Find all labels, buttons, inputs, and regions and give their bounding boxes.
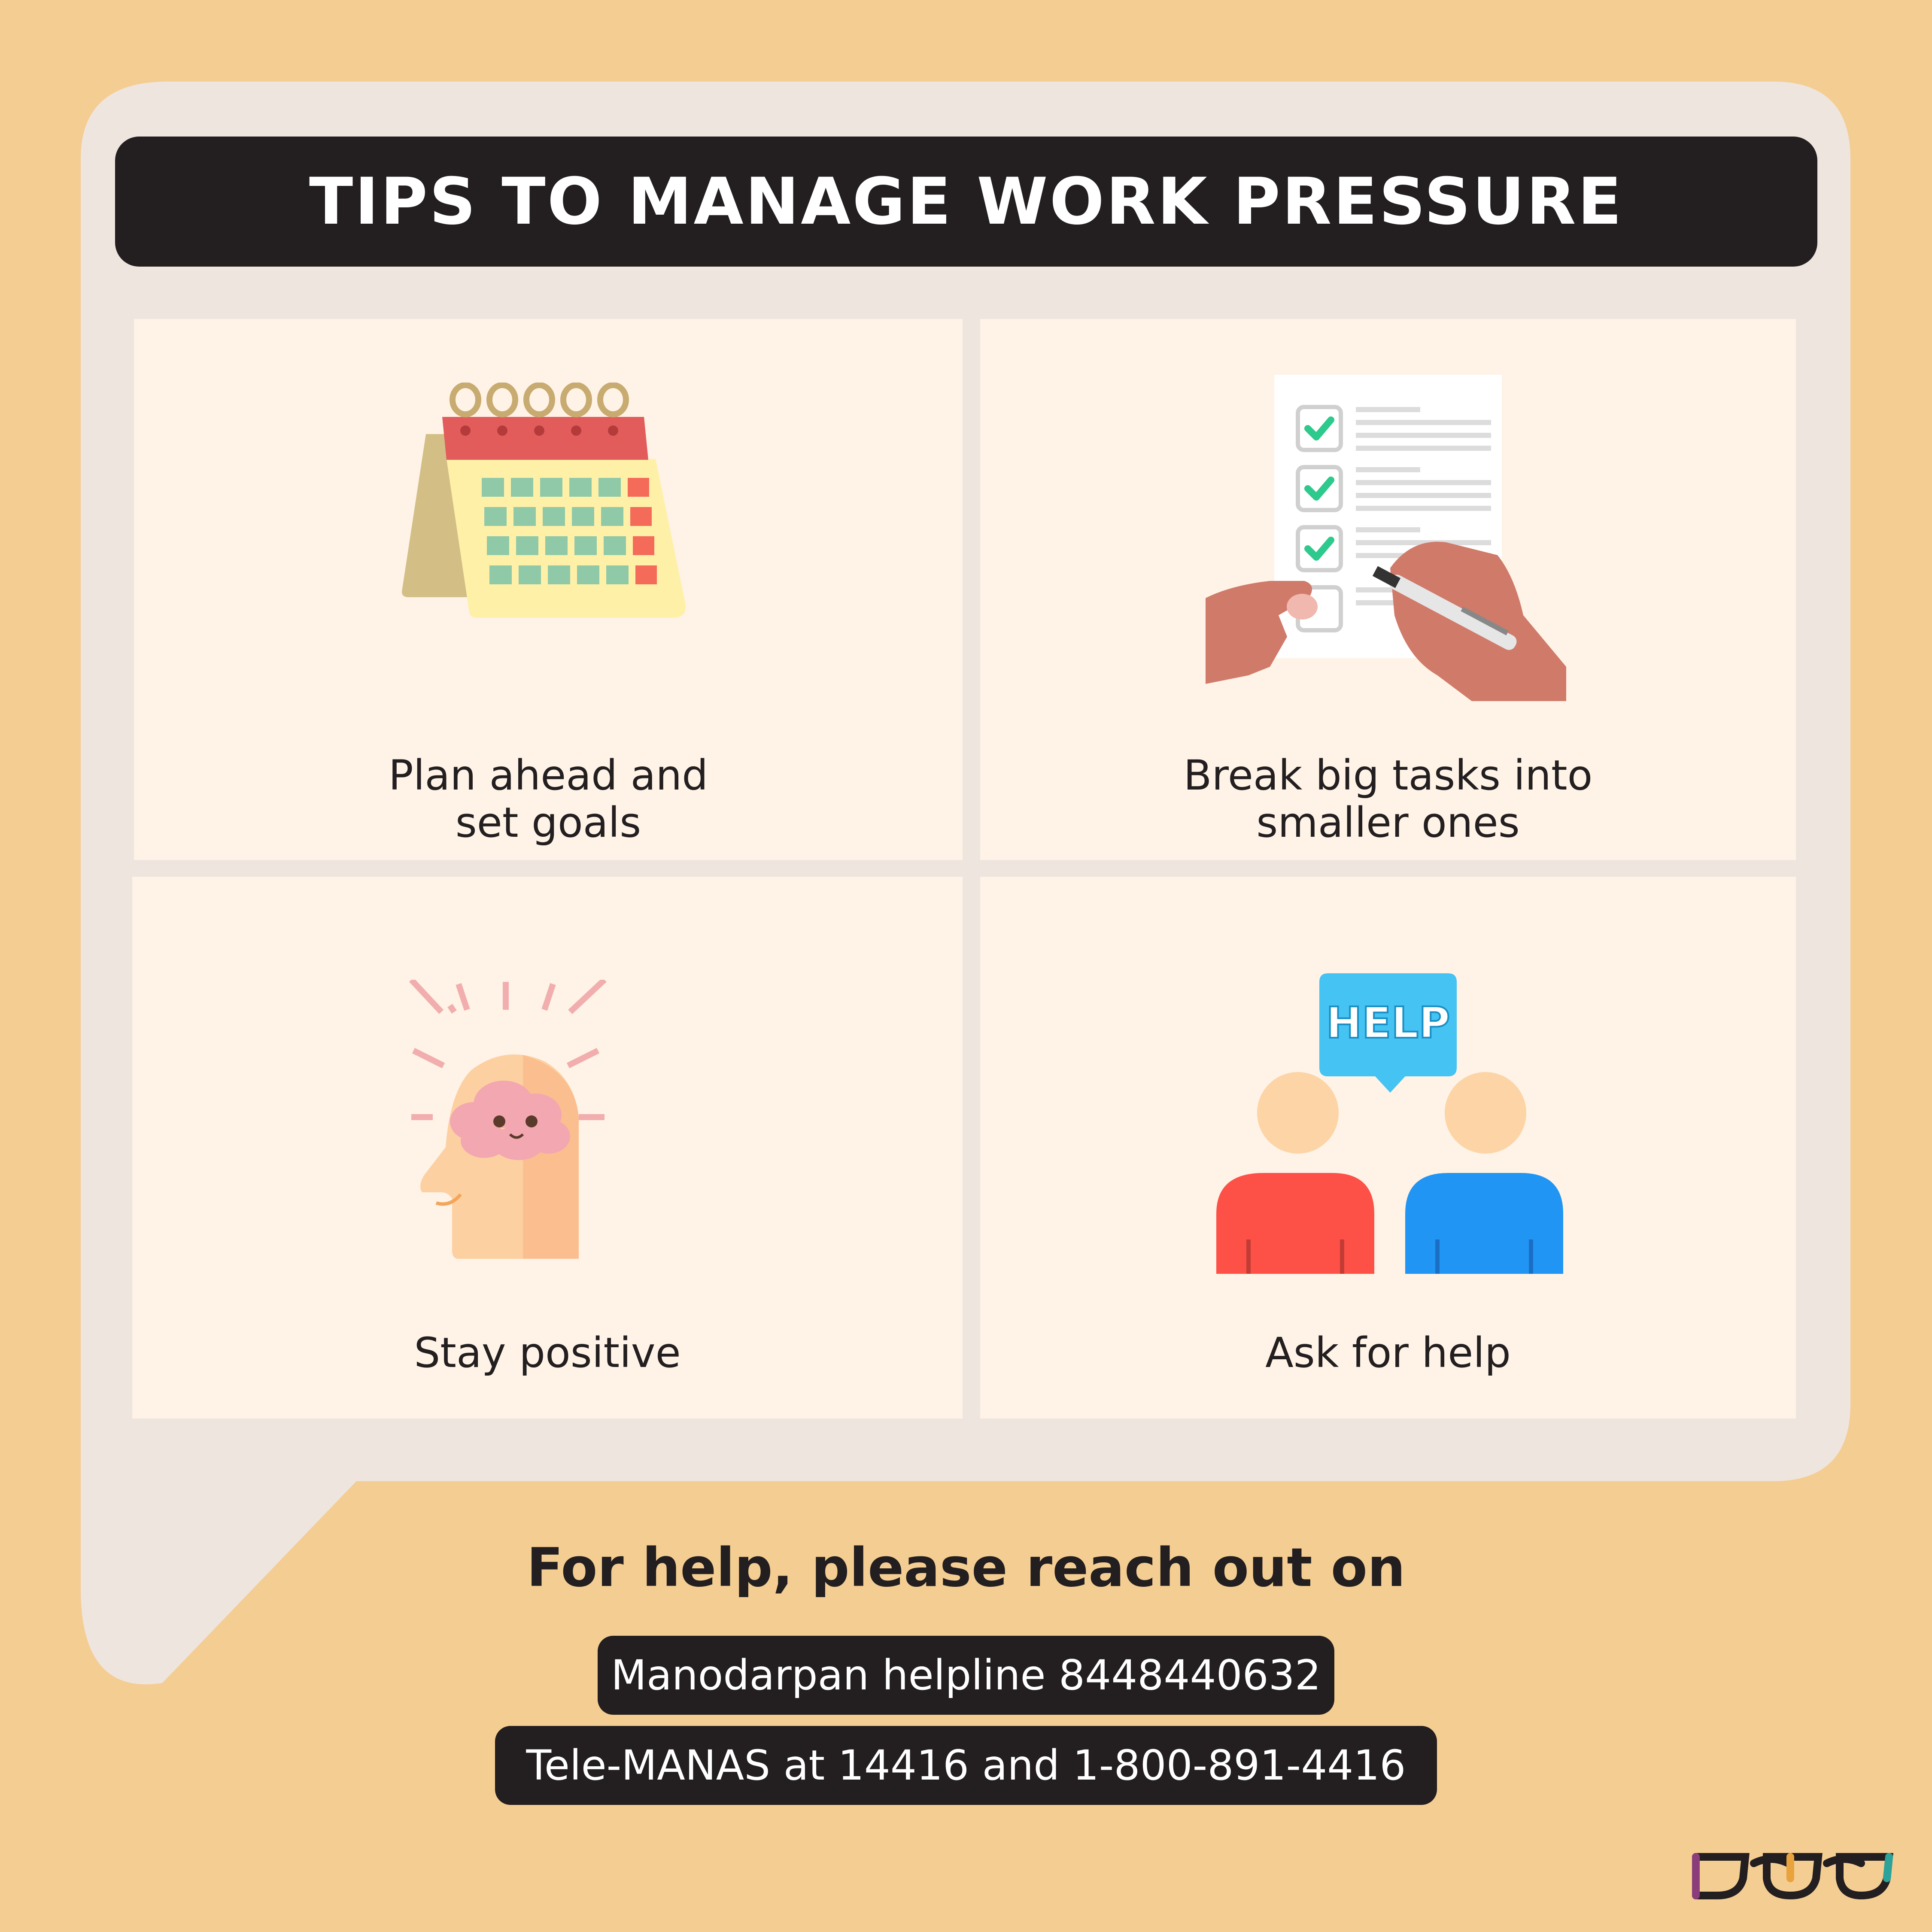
calendar-icon bbox=[402, 383, 686, 618]
checklist-icon bbox=[1206, 375, 1566, 701]
manodarpan-helpline: Manodarpan helpline 8448440632 bbox=[598, 1636, 1334, 1715]
help-badge-text: HELP bbox=[1326, 998, 1450, 1048]
page-title: TIPS TO MANAGE WORK PRESSURE bbox=[309, 164, 1624, 239]
tip-caption-line1: Break big tasks into bbox=[1183, 751, 1593, 799]
tip-card-ask-help: HELP Ask for help bbox=[980, 877, 1796, 1419]
title-bar: TIPS TO MANAGE WORK PRESSURE bbox=[115, 137, 1817, 267]
tip-caption: Stay positive bbox=[414, 1329, 681, 1377]
tele-manas-helpline: Tele-MANAS at 14416 and 1-800-891-4416 bbox=[495, 1726, 1437, 1805]
help-people-icon: HELP bbox=[1216, 973, 1563, 1274]
help-heading: For help, please reach out on bbox=[526, 1537, 1406, 1599]
tip-caption-line2: set goals bbox=[455, 799, 641, 847]
tip-caption: Break big tasks into smaller ones bbox=[980, 752, 1796, 846]
tip-card-break-tasks: Break big tasks into smaller ones bbox=[980, 319, 1796, 860]
glasses-logo-icon bbox=[1692, 1853, 1893, 1900]
tip-card-stay-positive: Stay positive bbox=[132, 877, 963, 1419]
tip-caption-line1: Plan ahead and bbox=[388, 751, 708, 799]
tip-card-plan: Plan ahead and set goals bbox=[134, 319, 963, 860]
positive-mind-icon bbox=[409, 980, 607, 1259]
tip-caption: Plan ahead and set goals bbox=[134, 752, 963, 846]
tip-caption-line2: smaller ones bbox=[1256, 799, 1520, 847]
tip-caption: Ask for help bbox=[1265, 1329, 1511, 1377]
